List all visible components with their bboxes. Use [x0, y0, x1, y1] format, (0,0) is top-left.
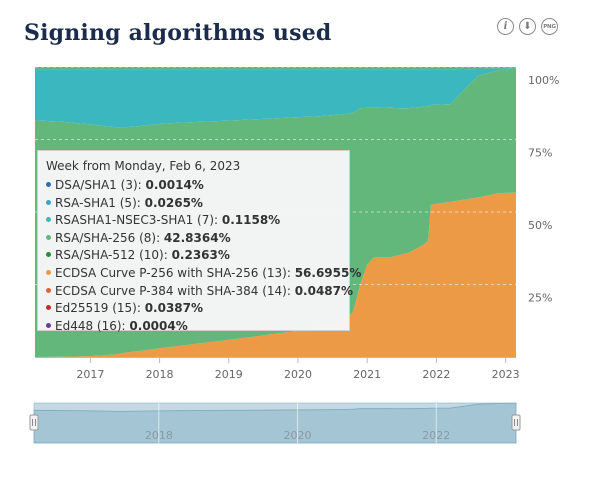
tooltip-series-label: RSA-SHA1 (5): — [55, 195, 145, 210]
tooltip-series-value: 56.6955% — [294, 265, 362, 280]
navigator-mask — [34, 403, 516, 443]
tooltip-series-value: 0.0004% — [129, 318, 188, 333]
tooltip-series-label: DSA/SHA1 (3): — [55, 178, 146, 192]
x-tick-label: 2022 — [422, 368, 450, 381]
series-dot-icon — [46, 252, 51, 258]
series-dot-icon — [46, 269, 51, 275]
tooltip-series-value: 0.0265% — [144, 195, 203, 210]
series-dot-icon — [46, 182, 51, 187]
x-tick-label: 2021 — [353, 368, 381, 381]
x-tick-label: 2019 — [215, 368, 243, 381]
tooltip-row: DSA/SHA1 (3): 0.0014% — [46, 177, 349, 195]
tooltip-series-label: ECDSA Curve P-384 with SHA-384 (14): — [55, 283, 295, 298]
tooltip-row: ECDSA Curve P-384 with SHA-384 (14): 0.0… — [46, 283, 353, 301]
navigator-tick-label: 2020 — [284, 429, 312, 442]
tooltip-series-label: Ed448 (16): — [55, 318, 130, 333]
tooltip-series-value: 0.0387% — [144, 301, 204, 316]
tooltip-row: Ed25519 (15): 0.0387% — [46, 300, 349, 318]
navigator-tick-label: 2022 — [422, 429, 450, 442]
navigator-right-handle[interactable] — [511, 414, 521, 431]
series-dot-icon — [46, 305, 51, 311]
y-tick-label: 75% — [528, 147, 552, 160]
tooltip-series-label: RSASHA1-NSEC3-SHA1 (7): — [55, 213, 222, 228]
info-icon[interactable]: i — [497, 18, 514, 35]
tooltip-series-value: 0.0014% — [145, 178, 204, 192]
download-icon[interactable]: ⬇ — [519, 18, 536, 35]
tooltip-row: RSA/SHA-256 (8): 42.8364% — [46, 230, 349, 248]
png-export-icon[interactable]: PNG — [541, 18, 558, 35]
area-series-2 — [35, 67, 516, 128]
tooltip-series-value: 0.2363% — [171, 248, 230, 263]
tooltip-row: RSA-SHA1 (5): 0.0265% — [46, 195, 349, 213]
tooltip-row: RSA/SHA-512 (10): 0.2363% — [46, 247, 349, 265]
tooltip-series-label: Ed25519 (15): — [55, 301, 145, 316]
x-tick-label: 2017 — [76, 368, 104, 381]
tooltip-series-label: RSA/SHA-512 (10): — [55, 248, 172, 263]
y-tick-label: 50% — [528, 219, 552, 232]
navigator-left-handle[interactable] — [29, 414, 39, 431]
tooltip-series-value: 0.0487% — [294, 283, 354, 298]
x-tick-label: 2018 — [146, 368, 174, 381]
tooltip-series-label: RSA/SHA-256 (8): — [55, 230, 164, 245]
navigator-series — [33, 402, 517, 444]
series-dot-icon — [46, 287, 51, 293]
tooltip-row: ECDSA Curve P-256 with SHA-256 (13): 56.… — [46, 265, 361, 283]
area-series-0 — [35, 192, 516, 357]
series-dot-icon — [46, 234, 51, 240]
tooltip-rows: DSA/SHA1 (3): 0.0014% RSA-SHA1 (5): 0.026… — [46, 177, 361, 336]
chart-tooltip: Week from Monday, Feb 6, 2023 DSA/SHA1 (… — [37, 150, 361, 333]
y-tick-label: 100% — [528, 74, 559, 87]
tooltip-series-label: ECDSA Curve P-256 with SHA-256 (13): — [55, 265, 295, 280]
area-series-3 — [35, 67, 516, 70]
series-dot-icon — [46, 217, 51, 223]
tooltip-row: Ed448 (16): 0.0004% — [46, 318, 349, 336]
navigator-tick-label: 2018 — [145, 429, 173, 442]
tooltip-series-value: 0.1158% — [221, 213, 281, 228]
tooltip-series-value: 42.8364% — [163, 230, 231, 245]
chart-toolbar: i ⬇ PNG — [497, 18, 558, 35]
series-dot-icon — [46, 322, 51, 328]
x-tick-label: 2020 — [284, 368, 312, 381]
tooltip-heading: Week from Monday, Feb 6, 2023 — [46, 159, 241, 173]
series-dot-icon — [46, 199, 51, 205]
chart-title: Signing algorithms used — [24, 20, 332, 46]
tooltip-row: RSASHA1-NSEC3-SHA1 (7): 0.1158% — [46, 212, 349, 230]
x-tick-label: 2023 — [492, 368, 520, 381]
y-tick-label: 25% — [528, 292, 552, 305]
